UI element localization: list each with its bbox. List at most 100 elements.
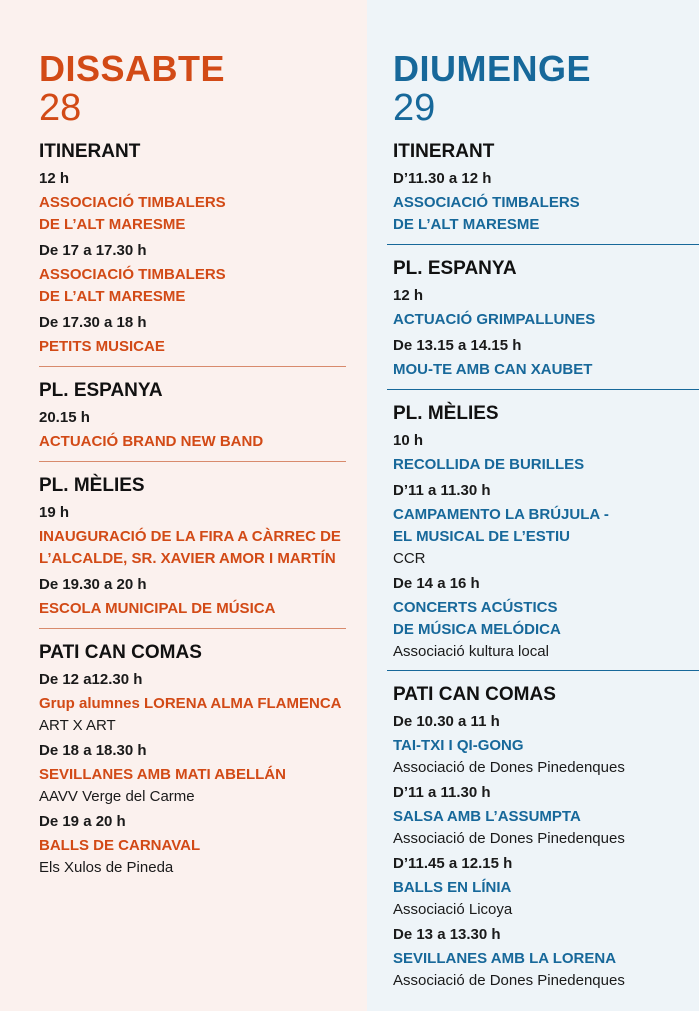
event-time: De 10.30 a 11 h xyxy=(393,713,500,730)
event-title-line: EL MUSICAL DE L’ESTIU xyxy=(393,528,570,545)
event-item: 19 h INAUGURACIÓ DE LA FIRA A CÀRREC DE L’… xyxy=(39,504,346,570)
event-title-line: MOU-TE AMB CAN XAUBET xyxy=(393,361,593,378)
venue-section: ITINERANT D’11.30 a 12 h ASSOCIACIÓ TIMBAL… xyxy=(393,141,689,236)
event-item: D’11.45 a 12.15 h BALLS EN LÍNIA Associaci… xyxy=(393,855,689,920)
event-title: MOU-TE AMB CAN XAUBET xyxy=(393,359,689,381)
event-title-line: DE L’ALT MARESME xyxy=(39,288,186,305)
event-title: SALSA AMB L’ASSUMPTA xyxy=(393,806,689,828)
event-organizer: Associació de Dones Pinedenques xyxy=(393,972,625,989)
event-title-line: SEVILLANES AMB LA LORENA xyxy=(393,950,617,967)
event-title-line: BALLS DE CARNAVAL xyxy=(39,837,201,854)
event-organizer: Els Xulos de Pineda xyxy=(39,859,174,876)
event-title: ESCOLA MUNICIPAL DE MÚSICA xyxy=(39,598,346,620)
venue-section: PL. MÈLIES 10 h RECOLLIDA DE BURILLES D’11 … xyxy=(393,403,689,662)
event-time: De 19 a 20 h xyxy=(39,813,126,830)
event-title: Grup alumnes LORENA ALMA FLAMENCA xyxy=(39,693,346,715)
event-time: 12 h xyxy=(39,170,70,187)
event-time: De 17 a 17.30 h xyxy=(39,242,147,259)
event-item: De 19.30 a 20 h ESCOLA MUNICIPAL DE MÚSIC… xyxy=(39,576,346,620)
event-item: 10 h RECOLLIDA DE BURILLES xyxy=(393,432,689,476)
event-item: 12 h ASSOCIACIÓ TIMBALERS DE L’ALT MARESME xyxy=(39,170,346,236)
event-title-line: DE MÚSICA MELÓDICA xyxy=(393,621,561,638)
event-time: 20.15 h xyxy=(39,409,90,426)
event-time: D’11.45 a 12.15 h xyxy=(393,855,513,872)
sunday-column: DIUMENGE 29 ITINERANT D’11.30 a 12 h ASSOC… xyxy=(367,0,699,1011)
venue-title: PL. MÈLIES xyxy=(39,475,145,496)
event-title-line: DE L’ALT MARESME xyxy=(393,216,540,233)
event-organizer: ART X ART xyxy=(39,717,116,734)
event-title-line: ASSOCIACIÓ TIMBALERS xyxy=(39,266,226,283)
section-divider xyxy=(387,670,699,671)
venue-title: PL. ESPANYA xyxy=(393,258,517,279)
event-title: BALLS EN LÍNIA xyxy=(393,877,689,899)
section-divider xyxy=(39,628,346,629)
section-divider xyxy=(387,244,699,245)
saturday-schedule: DISSABTE 28 ITINERANT 12 h ASSOCIACIÓ TIMB… xyxy=(39,50,346,884)
event-title-line: ACTUACIÓ GRIMPALLUNES xyxy=(393,311,596,328)
event-item: D’11 a 11.30 h CAMPAMENTO LA BRÚJULA - EL … xyxy=(393,482,689,569)
event-organizer: Associació de Dones Pinedenques xyxy=(393,759,625,776)
event-item: De 18 a 18.30 h SEVILLANES AMB MATI ABELL… xyxy=(39,742,346,807)
venue-section: PATI CAN COMAS De 10.30 a 11 h TAI-TXI I Q… xyxy=(393,684,689,991)
venue-title: PL. MÈLIES xyxy=(393,403,499,424)
venue-section: PL. ESPANYA 20.15 h ACTUACIÓ BRAND NEW BAN… xyxy=(39,380,346,453)
event-item: De 19 a 20 h BALLS DE CARNAVAL Els Xulos d… xyxy=(39,813,346,878)
venue-section: PL. MÈLIES 19 h INAUGURACIÓ DE LA FIRA A C… xyxy=(39,475,346,620)
event-time: De 17.30 a 18 h xyxy=(39,314,147,331)
event-item: D’11.30 a 12 h ASSOCIACIÓ TIMBALERS DE L’A… xyxy=(393,170,689,236)
event-time: De 12 a12.30 h xyxy=(39,671,143,688)
event-title-line: ASSOCIACIÓ TIMBALERS xyxy=(39,194,226,211)
event-organizer: Associació de Dones Pinedenques xyxy=(393,830,625,847)
event-title-line: CAMPAMENTO LA BRÚJULA - xyxy=(393,506,609,523)
event-title: CONCERTS ACÚSTICS DE MÚSICA MELÓDICA xyxy=(393,597,689,641)
event-title-line: CONCERTS ACÚSTICS xyxy=(393,599,558,616)
event-time: De 14 a 16 h xyxy=(393,575,480,592)
event-title: PETITS MUSICAE xyxy=(39,336,346,358)
venue-section: PATI CAN COMAS De 12 a12.30 h Grup alumnes… xyxy=(39,642,346,878)
event-title-line: TAI-TXI I QI-GONG xyxy=(393,737,524,754)
event-item: De 12 a12.30 h Grup alumnes LORENA ALMA F… xyxy=(39,671,346,736)
event-title: SEVILLANES AMB MATI ABELLÁN xyxy=(39,764,346,786)
event-title: TAI-TXI I QI-GONG xyxy=(393,735,689,757)
event-title: ACTUACIÓ GRIMPALLUNES xyxy=(393,309,689,331)
event-item: De 13 a 13.30 h SEVILLANES AMB LA LORENA A… xyxy=(393,926,689,991)
event-time: 12 h xyxy=(393,287,424,304)
event-item: 12 h ACTUACIÓ GRIMPALLUNES xyxy=(393,287,689,331)
day-number: 29 xyxy=(393,87,436,129)
event-title: RECOLLIDA DE BURILLES xyxy=(393,454,689,476)
event-title-line: ASSOCIACIÓ TIMBALERS xyxy=(393,194,580,211)
event-title: ASSOCIACIÓ TIMBALERS DE L’ALT MARESME xyxy=(39,192,346,236)
event-organizer: AAVV Verge del Carme xyxy=(39,788,195,805)
event-item: D’11 a 11.30 h SALSA AMB L’ASSUMPTA Associ… xyxy=(393,784,689,849)
day-name: DISSABTE xyxy=(39,48,226,89)
event-title: INAUGURACIÓ DE LA FIRA A CÀRREC DE L’ALCA… xyxy=(39,526,346,570)
event-title: SEVILLANES AMB LA LORENA xyxy=(393,948,689,970)
venue-title: PL. ESPANYA xyxy=(39,380,163,401)
section-list: ITINERANT D’11.30 a 12 h ASSOCIACIÓ TIMBAL… xyxy=(387,141,699,991)
event-title-line: SEVILLANES AMB MATI ABELLÁN xyxy=(39,766,286,783)
event-title-line: L’ALCALDE, SR. XAVIER AMOR I MARTÍN xyxy=(39,550,336,567)
event-time: De 19.30 a 20 h xyxy=(39,576,147,593)
event-title-line: ESCOLA MUNICIPAL DE MÚSICA xyxy=(39,600,276,617)
event-title-line: Grup alumnes LORENA ALMA FLAMENCA xyxy=(39,695,342,712)
event-title-line: DE L’ALT MARESME xyxy=(39,216,186,233)
event-time: De 18 a 18.30 h xyxy=(39,742,147,759)
venue-title: PATI CAN COMAS xyxy=(393,684,556,705)
event-time: 19 h xyxy=(39,504,70,521)
section-divider xyxy=(39,461,346,462)
venue-title: ITINERANT xyxy=(39,141,141,162)
event-organizer: Associació Licoya xyxy=(393,901,513,918)
event-title: CAMPAMENTO LA BRÚJULA - EL MUSICAL DE L’E… xyxy=(393,504,689,548)
venue-section: ITINERANT 12 h ASSOCIACIÓ TIMBALERS DE L’AL… xyxy=(39,141,346,358)
event-title: ACTUACIÓ BRAND NEW BAND xyxy=(39,431,346,453)
sunday-schedule: DIUMENGE 29 ITINERANT D’11.30 a 12 h ASSOC… xyxy=(387,48,699,997)
event-title-line: PETITS MUSICAE xyxy=(39,338,165,355)
event-item: De 17 a 17.30 h ASSOCIACIÓ TIMBALERS DE L’… xyxy=(39,242,346,308)
day-name: DIUMENGE xyxy=(393,48,592,89)
section-divider xyxy=(39,366,346,367)
event-time: De 13 a 13.30 h xyxy=(393,926,501,943)
venue-title: PATI CAN COMAS xyxy=(39,642,202,663)
event-title-line: SALSA AMB L’ASSUMPTA xyxy=(393,808,581,825)
event-item: De 14 a 16 h CONCERTS ACÚSTICS DE MÚSICA M… xyxy=(393,575,689,662)
event-title-line: ACTUACIÓ BRAND NEW BAND xyxy=(39,433,264,450)
